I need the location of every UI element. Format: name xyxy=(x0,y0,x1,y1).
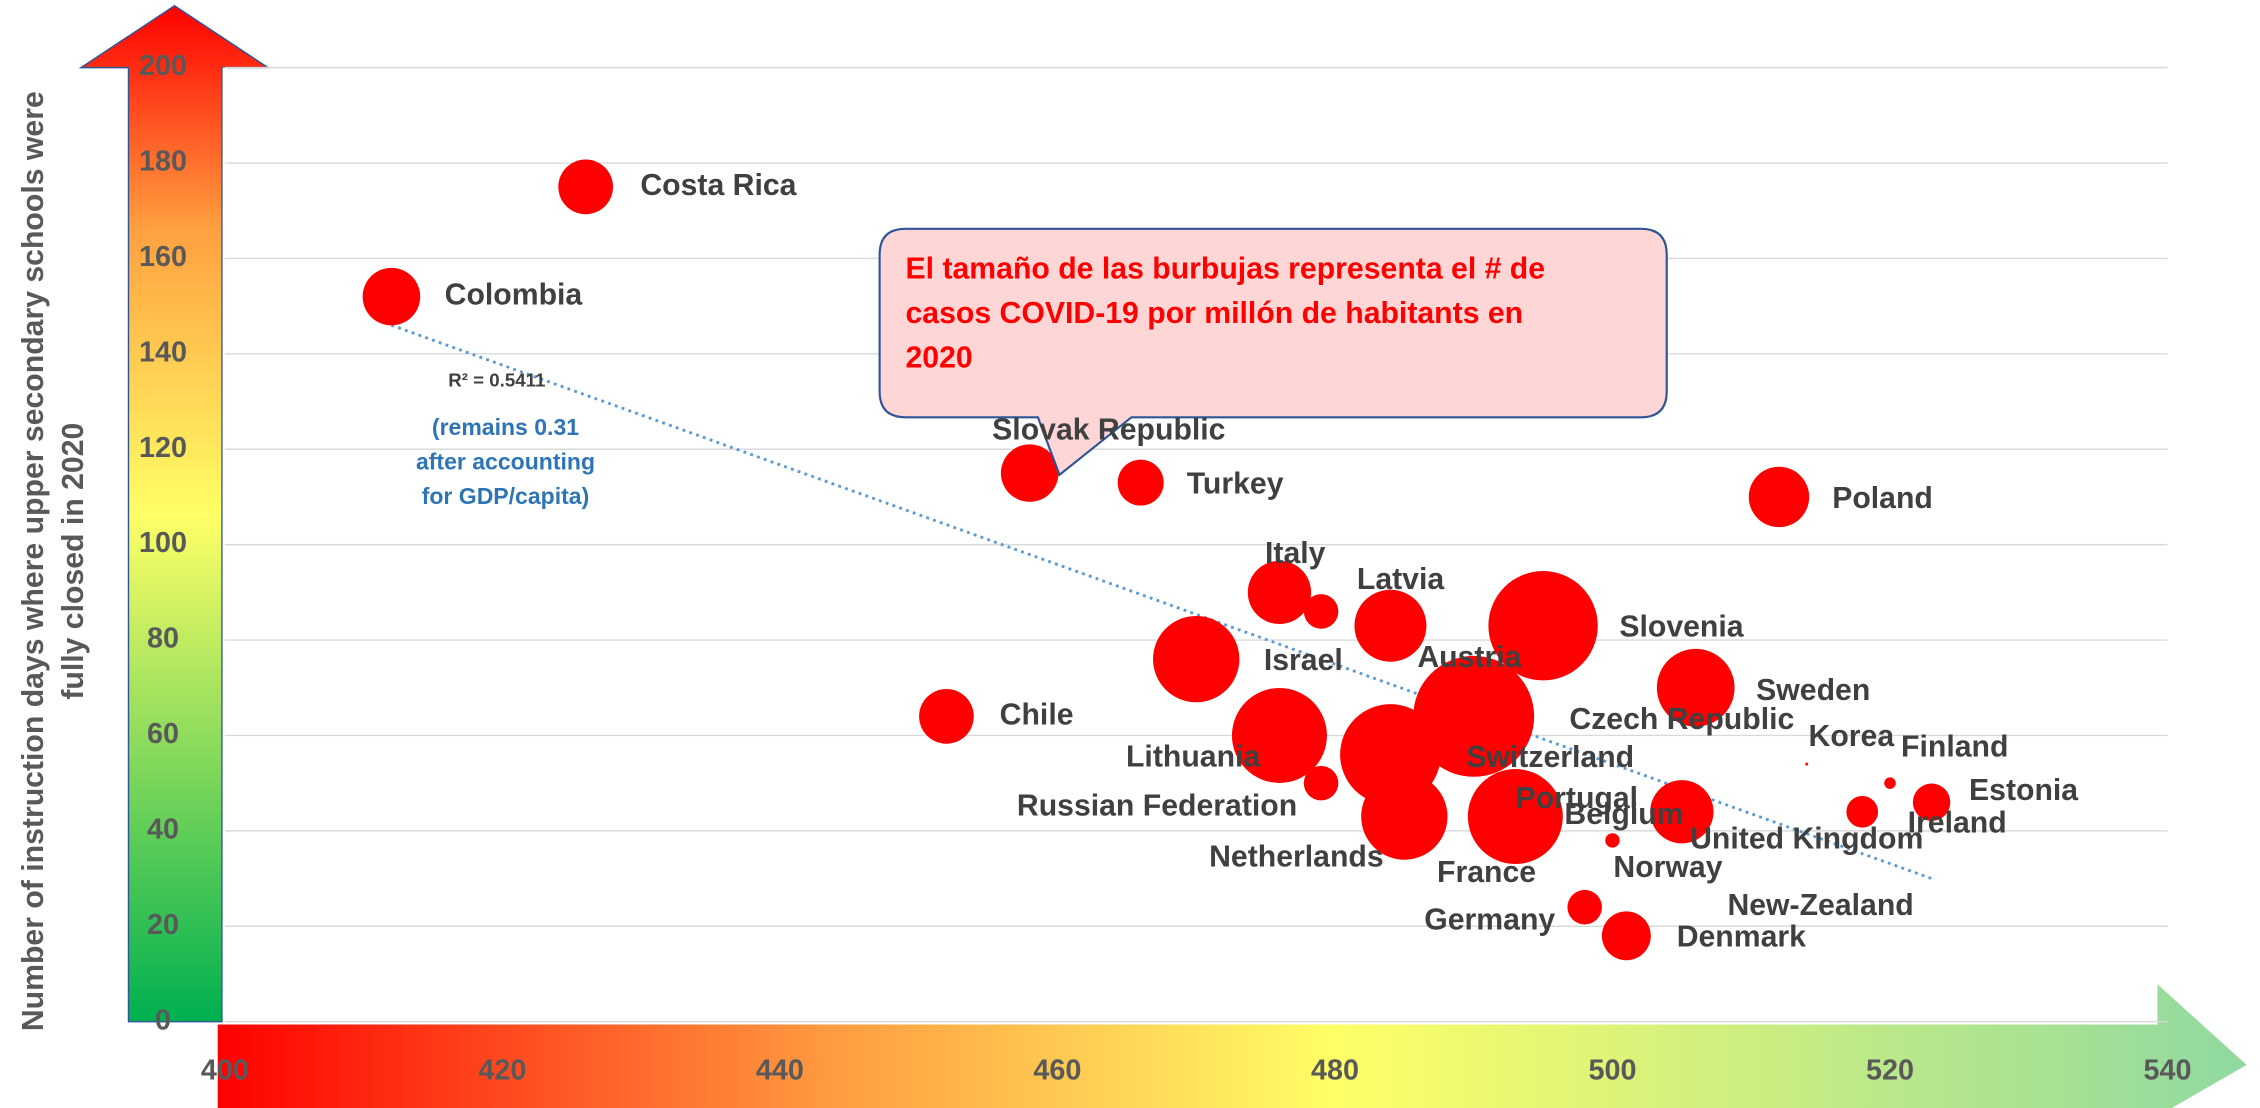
bubble xyxy=(1912,783,1951,821)
y-tick-label: 100 xyxy=(139,527,187,559)
y-axis-title: Number of instruction days where upper s… xyxy=(17,91,90,1031)
bubble xyxy=(1000,444,1059,502)
bubble xyxy=(1361,773,1448,860)
bubble xyxy=(1303,594,1339,629)
point-label: United Kingdom xyxy=(1690,822,1923,855)
bubble xyxy=(1656,648,1735,727)
x-tick-label: 500 xyxy=(1588,1055,1636,1087)
x-tick-label: 480 xyxy=(1311,1055,1359,1087)
y-tick-label: 140 xyxy=(139,336,187,368)
point-label: Korea xyxy=(1809,720,1895,753)
y-tick-label: 20 xyxy=(147,909,179,941)
y-tick-label: 180 xyxy=(139,146,187,178)
y-tick-label: 40 xyxy=(147,813,179,845)
point-label: Denmark xyxy=(1677,921,1806,954)
point-label: Czech Republic xyxy=(1569,703,1794,736)
y-tick-label: 0 xyxy=(155,1004,171,1036)
bubble xyxy=(1303,765,1339,801)
annotation: after accounting xyxy=(416,448,595,474)
point-label: Slovenia xyxy=(1619,611,1743,644)
y-axis-label: fully closed in 2020 xyxy=(57,423,90,700)
x-tick-label: 540 xyxy=(2143,1055,2191,1087)
y-tick-label: 200 xyxy=(139,50,187,82)
point-label: France xyxy=(1437,856,1536,889)
callout-text: 2020 xyxy=(906,342,973,375)
x-tick-label: 520 xyxy=(1866,1055,1914,1087)
bubble xyxy=(1567,889,1602,925)
bubble xyxy=(1413,655,1535,777)
bubble xyxy=(1650,780,1714,844)
point-label: Russian Federation xyxy=(1017,790,1297,823)
callout-text: casos COVID-19 por millón de habitants e… xyxy=(906,297,1524,330)
point-label: Chile xyxy=(1000,698,1074,731)
point-label: Israel xyxy=(1264,644,1343,677)
x-axis-arrow xyxy=(217,984,2247,1108)
point-label: Germany xyxy=(1424,904,1555,937)
bubble xyxy=(1605,833,1620,848)
r-squared: R² = 0.5411 xyxy=(448,369,545,390)
y-tick-label: 60 xyxy=(147,718,179,750)
point-label: Italy xyxy=(1265,537,1326,570)
x-tick-label: 420 xyxy=(478,1055,526,1087)
point-label: Estonia xyxy=(1969,774,2078,807)
x-tick-label: 440 xyxy=(756,1055,804,1087)
bubble xyxy=(1231,687,1327,783)
callout-text: El tamaño de las burbujas representa el … xyxy=(906,253,1546,286)
y-tick-label: 120 xyxy=(139,432,187,464)
x-tick-label: 400 xyxy=(201,1055,249,1087)
bubble xyxy=(919,689,974,744)
bubble xyxy=(1601,911,1651,961)
bubble xyxy=(1805,762,1809,766)
callout-box xyxy=(878,227,1668,477)
x-tick-label: 460 xyxy=(1033,1055,1081,1087)
bubble xyxy=(1846,795,1879,828)
point-label: Slovak Republic xyxy=(992,413,1225,446)
point-label: New-Zealand xyxy=(1727,889,1913,922)
point-label: Finland xyxy=(1901,731,2008,764)
point-label: Costa Rica xyxy=(640,169,796,202)
point-label: Ireland xyxy=(1908,807,2007,840)
callout: El tamaño de las burbujas representa el … xyxy=(878,227,1668,477)
y-axis-label: Number of instruction days where upper s… xyxy=(17,91,50,1031)
bubble xyxy=(1748,466,1810,528)
bubble xyxy=(1153,615,1240,703)
bubble xyxy=(1247,560,1312,625)
point-label: Norway xyxy=(1613,851,1722,884)
annotation: for GDP/capita) xyxy=(422,483,590,509)
bubble xyxy=(1467,769,1563,865)
point-label: Sweden xyxy=(1756,674,1870,707)
point-label: Turkey xyxy=(1187,467,1284,500)
bubble xyxy=(1884,777,1896,789)
point-label: Austria xyxy=(1417,641,1521,674)
point-label: Switzerland xyxy=(1466,741,1634,774)
bubble xyxy=(1117,459,1164,506)
y-axis-arrow xyxy=(78,4,271,1023)
bubble xyxy=(1354,589,1427,662)
point-label: Poland xyxy=(1832,482,1933,515)
annotation: (remains 0.31 xyxy=(432,414,579,440)
point-label: Colombia xyxy=(445,279,583,312)
point-label: Latvia xyxy=(1357,563,1444,596)
y-tick-label: 80 xyxy=(147,623,179,655)
point-label: Belgium xyxy=(1564,798,1683,831)
bubble xyxy=(1488,571,1598,681)
point-label: Lithuania xyxy=(1126,740,1260,773)
bubble xyxy=(558,159,614,215)
bubble xyxy=(362,267,421,326)
y-tick-label: 160 xyxy=(139,241,187,273)
point-label: Portugal xyxy=(1516,782,1639,815)
point-label: Netherlands xyxy=(1209,840,1384,873)
